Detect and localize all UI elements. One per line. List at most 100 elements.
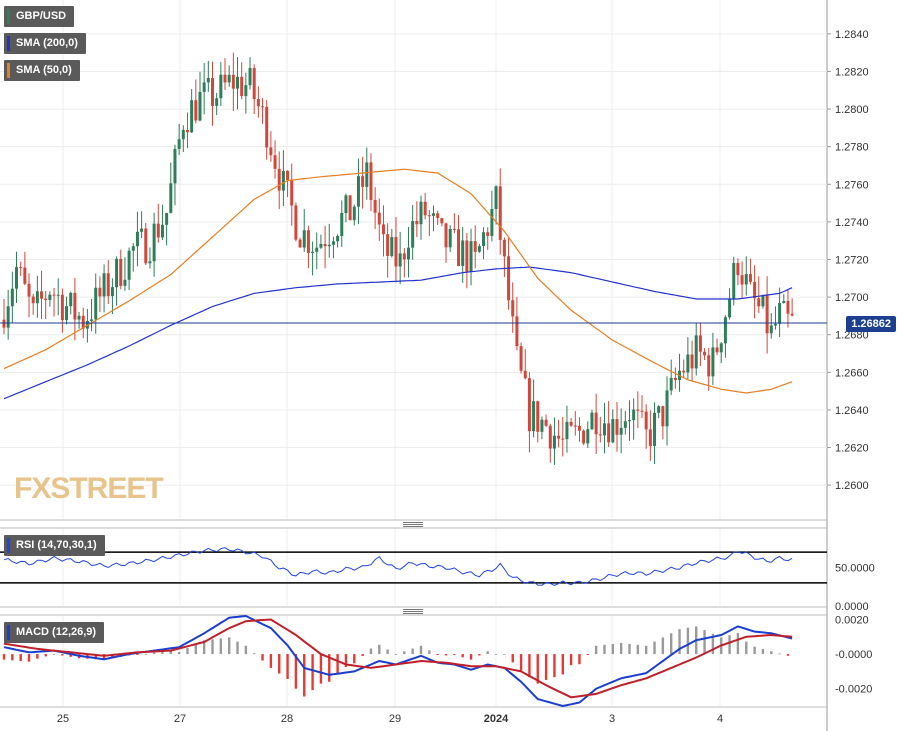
macd-tick-label: -0.0000 [835, 649, 872, 661]
y-tick-label: 1.2800 [835, 104, 869, 116]
macd-tick-label: -0.0020 [835, 684, 872, 696]
macd-histogram-bar [494, 654, 498, 655]
candle-body [44, 298, 48, 301]
candle-body [661, 406, 665, 427]
pane-resize-handle-rsi[interactable] [403, 522, 423, 527]
candle-body [169, 183, 173, 213]
candle-body [723, 317, 727, 344]
candle-body [390, 237, 394, 256]
macd-histogram-bar [569, 654, 573, 666]
candle-body [19, 267, 23, 269]
candle-body [140, 228, 144, 232]
candle-body [98, 287, 102, 297]
candle-body [211, 78, 214, 106]
macd-histogram-bar [670, 633, 673, 655]
macd-histogram-bar [528, 654, 531, 678]
macd-histogram-bar [411, 648, 414, 655]
candle-body [611, 419, 615, 443]
candle-body [177, 139, 181, 149]
y-tick-label: 1.2640 [835, 405, 869, 417]
candle-body [498, 186, 502, 240]
macd-histogram-bar [394, 654, 398, 655]
candle-body [106, 273, 110, 297]
candle-body [644, 411, 648, 430]
legend-sma200[interactable]: SMA (200,0) [4, 33, 86, 54]
legend-label-sma200: SMA (200,0) [16, 37, 78, 49]
macd-histogram-bar [386, 649, 389, 655]
macd-histogram-bar [52, 654, 56, 655]
candle-body [473, 241, 477, 252]
candle-body [181, 129, 185, 140]
macd-histogram-bar [678, 629, 681, 655]
candle-body [377, 212, 381, 225]
macd-tick-label: 0.0020 [835, 614, 869, 626]
candle-body [202, 82, 206, 92]
candle-body [286, 170, 290, 180]
candle-body [527, 378, 531, 432]
macd-histogram-bar [553, 654, 556, 678]
candle-body [657, 406, 661, 413]
candle-body [115, 258, 119, 288]
candle-body [728, 298, 732, 318]
candle-body [15, 267, 19, 289]
macd-histogram-bar [469, 654, 473, 660]
rsi-tick-label: 50.0000 [835, 563, 875, 575]
macd-histogram-bar [211, 639, 214, 655]
macd-histogram-bar [94, 654, 97, 660]
candle-body [694, 335, 698, 369]
candle-body [290, 179, 294, 206]
candle-body [148, 261, 152, 264]
legend-swatch-rsi [7, 538, 10, 553]
candle-body [519, 346, 523, 371]
candle-body [548, 425, 552, 449]
macd-histogram-bar [594, 645, 598, 655]
macd-histogram-bar [753, 646, 756, 655]
candle-body [690, 354, 694, 369]
candle-body [761, 295, 765, 307]
y-tick-label: 1.2740 [835, 217, 869, 229]
legend-rsi[interactable]: RSI (14,70,30,1) [4, 535, 105, 556]
candle-body [69, 292, 73, 307]
candle-body [628, 420, 631, 422]
macd-histogram-bar [619, 643, 623, 655]
candle-body [440, 218, 444, 224]
y-tick-label: 1.2780 [835, 142, 869, 154]
legend-macd[interactable]: MACD (12,26,9) [4, 622, 105, 643]
candle-body [782, 301, 786, 304]
macd-histogram-bar [436, 654, 439, 655]
watermark-logo: FXSTREET [14, 472, 163, 505]
pane-resize-handle-macd[interactable] [403, 609, 423, 614]
macd-histogram-bar [36, 654, 39, 659]
candle-body [236, 76, 240, 89]
macd-histogram-bar [194, 644, 198, 655]
candle-body [73, 292, 77, 320]
macd-histogram-bar [361, 654, 364, 656]
candle-body [482, 232, 486, 247]
candle-body [65, 306, 69, 321]
candle-body [294, 205, 298, 240]
macd-histogram-bar [703, 630, 706, 655]
legend-sma50[interactable]: SMA (50,0) [4, 60, 80, 81]
macd-histogram-bar [644, 645, 648, 655]
macd-histogram-bar [561, 654, 564, 675]
candle-body [6, 306, 10, 328]
macd-histogram-bar [102, 654, 106, 660]
macd-histogram-bar [111, 654, 114, 659]
rsi-line [3, 547, 793, 587]
y-tick-label: 1.2660 [835, 367, 869, 379]
candle-body [769, 325, 773, 334]
candle-body [23, 267, 27, 284]
macd-histogram-bar [344, 654, 348, 667]
macd-histogram-bar [11, 654, 14, 661]
legend-gbpusd[interactable]: GBP/USD [4, 6, 75, 27]
candle-body [40, 291, 44, 299]
macd-signal-line [3, 618, 793, 699]
candle-body [715, 347, 719, 353]
candle-body [411, 220, 415, 248]
candle-body [790, 313, 794, 316]
candle-body [402, 253, 406, 260]
candle-body [419, 201, 423, 225]
candle-body [394, 237, 398, 267]
candle-body [448, 228, 452, 248]
candle-body [265, 106, 269, 148]
